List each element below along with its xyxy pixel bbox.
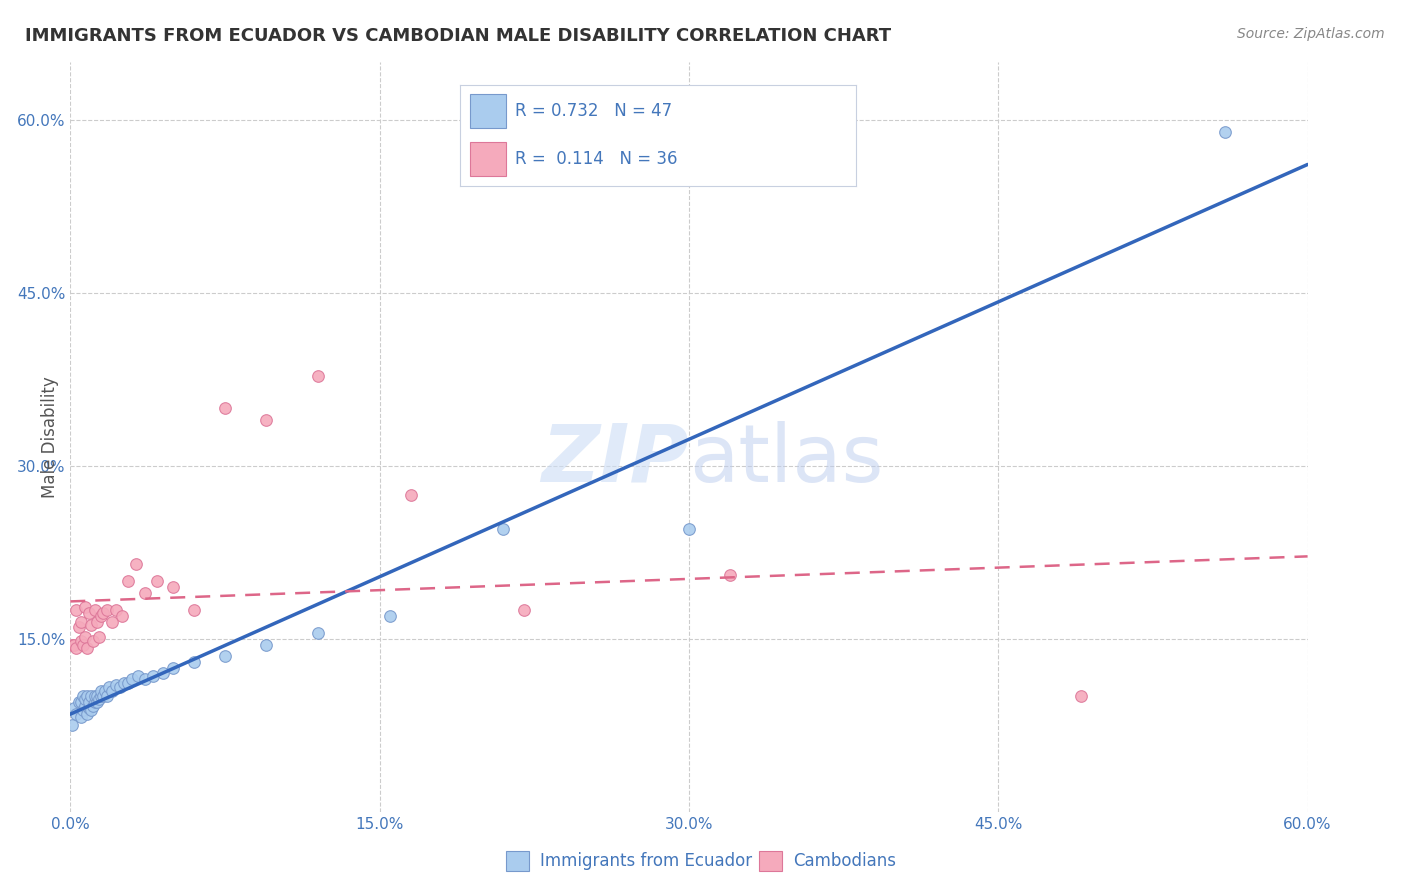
Point (254, 413, 277, 427)
Point (104, 678, 127, 692)
Point (73, 698, 96, 713)
Point (90, 608, 112, 623)
Point (91, 690, 114, 704)
Point (121, 672, 143, 686)
Point (72, 703, 94, 717)
Y-axis label: Male Disability: Male Disability (41, 376, 59, 498)
Point (152, 666, 174, 681)
Point (77, 701, 100, 715)
Point (100, 615, 122, 629)
Point (86, 695, 108, 709)
Point (91, 607, 114, 621)
Point (86, 690, 108, 704)
Point (80, 690, 103, 704)
Point (73, 599, 96, 614)
Point (69, 710, 91, 724)
Point (104, 603, 127, 617)
Point (125, 557, 148, 571)
Point (69, 634, 91, 648)
Point (77, 607, 100, 621)
Point (82, 634, 104, 648)
Text: Immigrants from Ecuador: Immigrants from Ecuador (540, 852, 752, 870)
Point (307, 369, 329, 384)
Point (94, 683, 117, 698)
Point (492, 522, 515, 536)
Point (60, 718, 83, 732)
Point (67, 695, 90, 709)
Point (134, 585, 156, 599)
Point (90, 683, 112, 698)
Point (73, 630, 96, 644)
Point (214, 649, 236, 664)
Point (117, 675, 139, 690)
Point (84, 690, 107, 704)
Point (76, 640, 98, 655)
Point (162, 580, 184, 594)
Point (214, 401, 236, 416)
Point (142, 669, 165, 683)
Point (80, 618, 103, 632)
Point (90, 690, 112, 704)
Text: ZIP: ZIP (541, 420, 689, 499)
Point (73, 691, 96, 706)
Point (1213, 125, 1236, 139)
Point (399, 488, 422, 502)
Point (254, 638, 277, 652)
Point (65, 640, 87, 655)
Text: Cambodians: Cambodians (793, 852, 896, 870)
Point (84, 695, 107, 709)
Point (65, 603, 87, 617)
Point (307, 626, 329, 640)
Point (63, 638, 86, 652)
Point (127, 669, 149, 683)
Point (63, 701, 86, 715)
Point (134, 672, 156, 686)
Text: IMMIGRANTS FROM ECUADOR VS CAMBODIAN MALE DISABILITY CORRELATION CHART: IMMIGRANTS FROM ECUADOR VS CAMBODIAN MAL… (25, 27, 891, 45)
Point (82, 698, 104, 713)
Point (76, 706, 98, 721)
Point (162, 660, 184, 674)
Point (86, 615, 108, 629)
Point (98, 680, 121, 694)
Point (67, 620, 90, 634)
Point (60, 638, 83, 652)
Point (513, 603, 536, 617)
Point (112, 675, 135, 690)
Point (108, 680, 131, 694)
Point (678, 522, 700, 536)
Point (96, 690, 118, 704)
Point (89, 630, 111, 644)
Point (1070, 690, 1092, 704)
Point (183, 603, 205, 617)
Point (89, 691, 111, 706)
Point (378, 608, 401, 623)
Point (96, 603, 118, 617)
Point (100, 683, 122, 698)
Point (69, 615, 91, 629)
Point (76, 690, 98, 704)
Point (718, 568, 741, 582)
Point (117, 574, 139, 589)
Point (146, 574, 169, 589)
Point (80, 703, 103, 717)
Text: atlas: atlas (689, 420, 883, 499)
Point (72, 638, 94, 652)
Point (183, 655, 205, 669)
Point (111, 608, 134, 623)
Text: Source: ZipAtlas.com: Source: ZipAtlas.com (1237, 27, 1385, 41)
Point (65, 706, 87, 721)
Point (72, 690, 94, 704)
Point (84, 603, 107, 617)
Point (77, 695, 100, 709)
Point (69, 695, 91, 709)
